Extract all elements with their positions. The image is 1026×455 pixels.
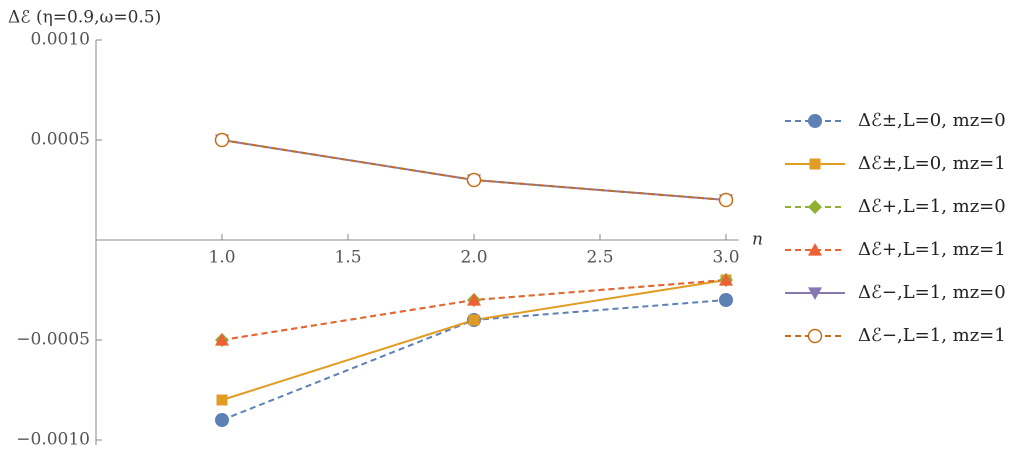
legend-label: Δℰ−,L=1, mz=1 bbox=[858, 325, 1006, 346]
y-tick-label: −0.0005 bbox=[16, 330, 90, 350]
marker bbox=[808, 287, 822, 300]
x-axis-label: n bbox=[752, 230, 763, 250]
series-line bbox=[221, 279, 727, 341]
marker bbox=[808, 243, 822, 256]
marker bbox=[719, 293, 733, 307]
marker bbox=[215, 333, 229, 346]
x-tick-label: 2.5 bbox=[586, 248, 613, 268]
marker bbox=[215, 413, 229, 427]
y-axis-label: Δℰ (η=0.9,ω=0.5) bbox=[8, 8, 161, 28]
marker bbox=[808, 200, 822, 214]
marker bbox=[466, 172, 482, 188]
x-tick-label: 3.0 bbox=[712, 248, 739, 268]
x-tick-label: 1.5 bbox=[334, 248, 361, 268]
legend-label: Δℰ+,L=1, mz=0 bbox=[858, 196, 1006, 217]
y-tick-label: 0.0005 bbox=[31, 130, 90, 150]
series-line bbox=[221, 139, 727, 201]
series-line bbox=[221, 279, 727, 341]
marker bbox=[718, 192, 734, 208]
y-tick-label: 0.0010 bbox=[31, 30, 90, 50]
marker bbox=[214, 132, 230, 148]
series-line bbox=[221, 139, 727, 201]
legend-label: Δℰ+,L=1, mz=1 bbox=[858, 239, 1006, 260]
x-tick-label: 2.0 bbox=[460, 248, 487, 268]
marker bbox=[809, 158, 821, 170]
legend-label: Δℰ−,L=1, mz=0 bbox=[858, 282, 1006, 303]
legend-label: Δℰ±,L=0, mz=0 bbox=[858, 110, 1006, 131]
marker bbox=[467, 293, 481, 306]
y-tick-label: −0.0010 bbox=[16, 430, 90, 450]
legend-label: Δℰ±,L=0, mz=1 bbox=[858, 153, 1006, 174]
x-tick-label: 1.0 bbox=[208, 248, 235, 268]
marker bbox=[468, 314, 480, 326]
marker bbox=[807, 328, 823, 344]
marker bbox=[808, 114, 822, 128]
marker bbox=[719, 273, 733, 286]
marker bbox=[216, 394, 228, 406]
